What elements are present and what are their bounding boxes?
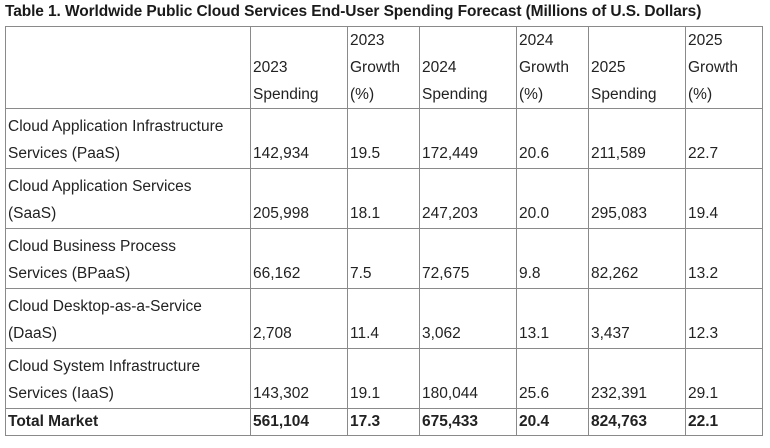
row-label-line: Cloud Application Infrastructure bbox=[8, 118, 224, 135]
total-label: Total Market bbox=[5, 408, 251, 436]
table-cell: 295,083 bbox=[588, 168, 686, 229]
table-cell: 172,449 bbox=[419, 108, 517, 169]
table-title: Table 1. Worldwide Public Cloud Services… bbox=[5, 3, 702, 20]
table-cell: 22.7 bbox=[685, 108, 763, 169]
table-cell: 19.5 bbox=[347, 108, 420, 169]
table-cell: 19.4 bbox=[685, 168, 763, 229]
table-cell: 143,302 bbox=[250, 348, 348, 409]
table-cell: 18.1 bbox=[347, 168, 420, 229]
total-cell: 17.3 bbox=[347, 408, 420, 436]
header-cell: 2023 Spending bbox=[250, 26, 348, 109]
header-line bbox=[591, 28, 685, 55]
row-label-line: (DaaS) bbox=[8, 325, 58, 342]
row-label: Cloud System Infrastructure Services (Iaa… bbox=[5, 348, 251, 409]
header-line: 2025 bbox=[591, 59, 626, 76]
header-cell: 2025 Growth (%) bbox=[685, 26, 763, 109]
table-cell: 29.1 bbox=[685, 348, 763, 409]
table-cell: 211,589 bbox=[588, 108, 686, 169]
row-label-line: Cloud System Infrastructure bbox=[8, 358, 201, 375]
header-line bbox=[422, 28, 516, 55]
header-line: Spending bbox=[422, 86, 488, 103]
header-line: 2024 bbox=[519, 32, 554, 49]
table-cell: 20.0 bbox=[516, 168, 589, 229]
header-line: Spending bbox=[253, 86, 319, 103]
header-cell: 2025 Spending bbox=[588, 26, 686, 109]
header-line: Growth bbox=[350, 59, 400, 76]
table-cell: 205,998 bbox=[250, 168, 348, 229]
header-line: (%) bbox=[350, 86, 375, 103]
table-cell: 25.6 bbox=[516, 348, 589, 409]
header-line: Growth bbox=[688, 59, 738, 76]
table-cell: 142,934 bbox=[250, 108, 348, 169]
row-label: Cloud Application Services (SaaS) bbox=[5, 168, 251, 229]
table-cell: 3,437 bbox=[588, 288, 686, 349]
row-label-line: Services (PaaS) bbox=[8, 145, 120, 162]
table-cell: 19.1 bbox=[347, 348, 420, 409]
row-label: Cloud Business Process Services (BPaaS) bbox=[5, 228, 251, 289]
header-cell: 2023 Growth (%) bbox=[347, 26, 420, 109]
header-cell-empty bbox=[5, 26, 251, 109]
table-row: Cloud Application Infrastructure Services… bbox=[5, 108, 763, 169]
header-line: (%) bbox=[519, 86, 544, 103]
table-cell: 232,391 bbox=[588, 348, 686, 409]
total-cell: 675,433 bbox=[419, 408, 517, 436]
total-cell: 20.4 bbox=[516, 408, 589, 436]
row-label: Cloud Application Infrastructure Services… bbox=[5, 108, 251, 169]
header-line: 2025 bbox=[688, 32, 723, 49]
table-cell: 2,708 bbox=[250, 288, 348, 349]
row-label-line: Services (BPaaS) bbox=[8, 265, 131, 282]
row-label-line: Cloud Desktop-as-a-Service bbox=[8, 298, 202, 315]
table-cell: 11.4 bbox=[347, 288, 420, 349]
table-cell: 12.3 bbox=[685, 288, 763, 349]
total-cell: 22.1 bbox=[685, 408, 763, 436]
table-cell: 13.2 bbox=[685, 228, 763, 289]
header-row: 2023 Spending 2023 Growth (%) 2024 Spending … bbox=[5, 26, 763, 109]
header-line: Spending bbox=[591, 86, 657, 103]
total-cell: 824,763 bbox=[588, 408, 686, 436]
table-cell: 247,203 bbox=[419, 168, 517, 229]
row-label-line: Cloud Application Services bbox=[8, 178, 192, 195]
table-row: Cloud Application Services (SaaS) 205,998… bbox=[5, 168, 763, 229]
header-line: 2024 bbox=[422, 59, 457, 76]
table-cell: 82,262 bbox=[588, 228, 686, 289]
header-line: Growth bbox=[519, 59, 569, 76]
table-row: Cloud System Infrastructure Services (Iaa… bbox=[5, 348, 763, 409]
table-cell: 66,162 bbox=[250, 228, 348, 289]
header-line bbox=[253, 28, 347, 55]
row-label-line: Cloud Business Process bbox=[8, 238, 176, 255]
total-row: Total Market 561,104 17.3 675,433 20.4 8… bbox=[5, 408, 763, 436]
table-row: Cloud Desktop-as-a-Service (DaaS) 2,708 1… bbox=[5, 288, 763, 349]
row-label: Cloud Desktop-as-a-Service (DaaS) bbox=[5, 288, 251, 349]
header-line: (%) bbox=[688, 86, 713, 103]
table-cell: 13.1 bbox=[516, 288, 589, 349]
table-cell: 20.6 bbox=[516, 108, 589, 169]
header-cell: 2024 Spending bbox=[419, 26, 517, 109]
table-cell: 72,675 bbox=[419, 228, 517, 289]
table-cell: 180,044 bbox=[419, 348, 517, 409]
spending-forecast-table: 2023 Spending 2023 Growth (%) 2024 Spending … bbox=[5, 26, 763, 436]
row-label-line: (SaaS) bbox=[8, 205, 57, 222]
row-label-line: Services (IaaS) bbox=[8, 385, 114, 402]
table-cell: 3,062 bbox=[419, 288, 517, 349]
header-cell: 2024 Growth (%) bbox=[516, 26, 589, 109]
header-line: 2023 bbox=[253, 59, 288, 76]
header-line: 2023 bbox=[350, 32, 385, 49]
total-cell: 561,104 bbox=[250, 408, 348, 436]
table-cell: 7.5 bbox=[347, 228, 420, 289]
table-cell: 9.8 bbox=[516, 228, 589, 289]
table-row: Cloud Business Process Services (BPaaS) 6… bbox=[5, 228, 763, 289]
